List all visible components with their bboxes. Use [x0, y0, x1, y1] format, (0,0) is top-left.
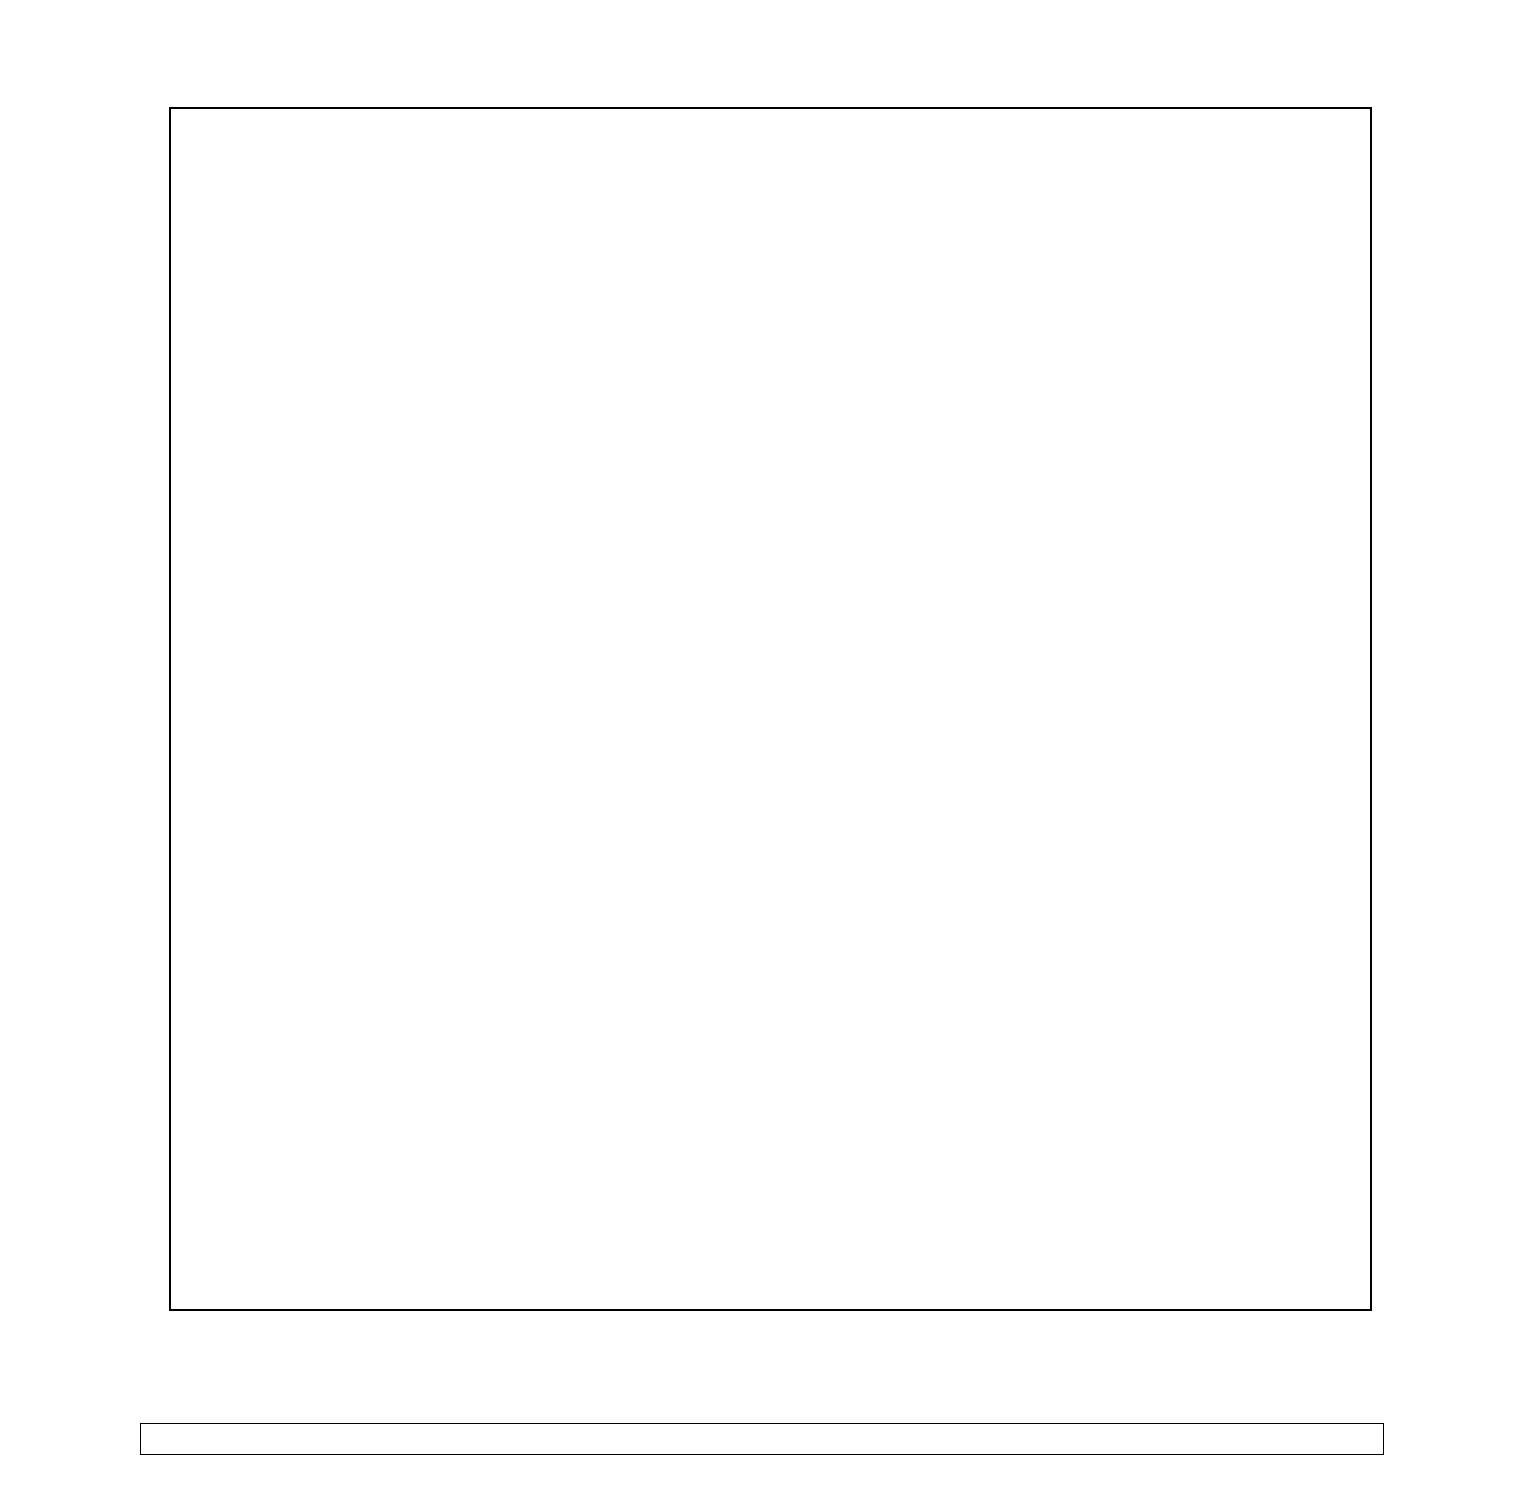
colorbar	[140, 1423, 1384, 1455]
sky-map-plot	[169, 107, 1372, 1311]
crosshair-horizontal-line	[0, 0, 1536, 2]
sky-map-canvas	[171, 109, 1370, 1309]
